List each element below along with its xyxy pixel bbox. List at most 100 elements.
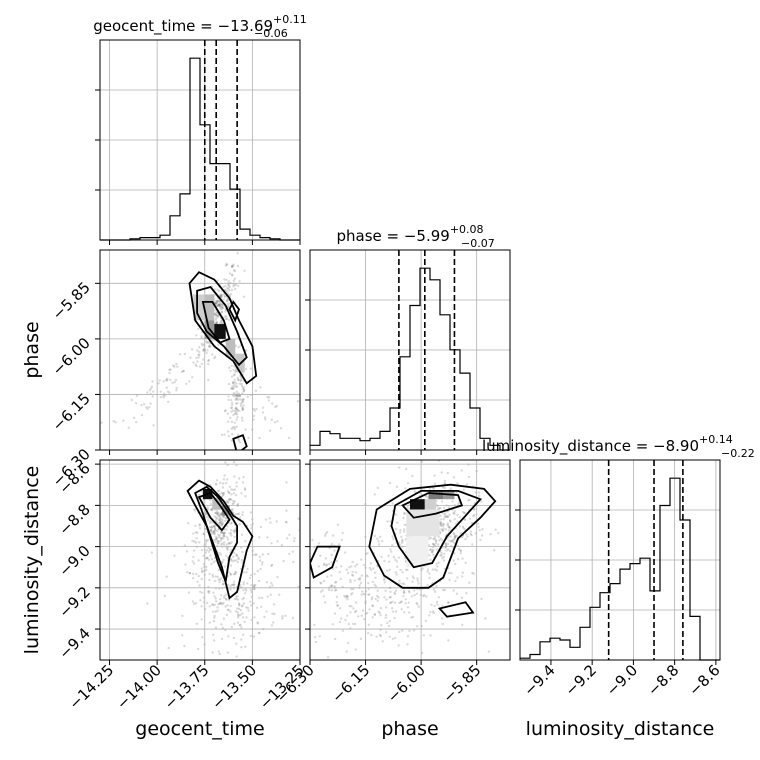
sample-point	[207, 378, 210, 382]
sample-point	[357, 615, 360, 618]
sample-point	[340, 538, 344, 542]
sample-point	[446, 548, 450, 551]
sample-point	[218, 534, 221, 537]
sample-point	[263, 416, 267, 419]
sample-point	[215, 314, 218, 318]
sample-point	[213, 526, 216, 529]
sample-point	[242, 475, 245, 479]
sample-point	[477, 491, 481, 494]
sample-point	[311, 538, 314, 542]
sample-point	[223, 594, 226, 598]
sample-point	[248, 576, 252, 580]
sample-point	[253, 572, 256, 576]
sample-point	[219, 303, 222, 306]
sample-point	[237, 613, 240, 616]
sample-point	[195, 537, 198, 540]
sample-point	[230, 401, 234, 404]
sample-point	[197, 493, 201, 497]
sample-point	[229, 558, 233, 562]
sample-point	[386, 621, 389, 625]
sample-point	[391, 600, 394, 603]
sample-point	[228, 485, 232, 488]
sample-point	[445, 514, 448, 517]
sample-point	[194, 531, 198, 534]
sample-point	[215, 512, 219, 515]
sample-point	[386, 569, 389, 572]
sample-point	[242, 398, 245, 401]
sample-point	[480, 534, 484, 537]
sample-point	[441, 556, 444, 560]
contour-layer	[186, 271, 497, 618]
sample-point	[240, 455, 242, 457]
sample-point	[433, 535, 437, 539]
sample-point	[378, 633, 382, 637]
sample-point	[433, 474, 436, 477]
sample-point	[244, 540, 247, 543]
sample-point	[146, 407, 149, 410]
y-tick-label: −9.4	[55, 624, 93, 662]
sample-point	[207, 591, 210, 594]
sample-point	[322, 563, 326, 567]
sample-point	[456, 558, 460, 561]
sample-point	[189, 356, 192, 359]
sample-point	[393, 616, 396, 620]
sample-point	[452, 589, 455, 592]
sample-point	[233, 488, 237, 491]
sample-point	[333, 637, 337, 641]
sample-point	[201, 344, 204, 347]
sample-point	[361, 609, 365, 612]
sample-point	[187, 591, 191, 594]
sample-point	[224, 597, 228, 601]
sample-point	[214, 529, 217, 532]
sample-point	[213, 595, 216, 598]
sample-point	[149, 387, 153, 390]
sample-point	[318, 580, 320, 582]
sample-point	[209, 499, 212, 502]
sample-point	[453, 552, 456, 555]
sample-point	[468, 581, 471, 584]
sample-point	[408, 611, 411, 614]
sample-point	[449, 487, 453, 490]
sample-point	[162, 394, 165, 397]
sample-point	[473, 508, 476, 511]
sample-point	[447, 529, 451, 532]
sample-point	[297, 517, 300, 520]
sample-point	[227, 280, 230, 283]
sample-point	[467, 499, 470, 502]
sample-point	[222, 285, 225, 289]
sample-point	[304, 560, 306, 562]
sample-point	[331, 623, 334, 626]
sample-point	[220, 623, 223, 626]
sample-point	[410, 595, 414, 598]
x-tick-label: −14.00	[113, 661, 165, 713]
sample-point	[258, 559, 262, 562]
sample-point	[196, 647, 200, 651]
sample-point	[243, 488, 247, 491]
title-luminosity-distance: luminosity_distance = −8.90+0.14	[482, 433, 733, 456]
sample-point	[236, 416, 239, 419]
sample-point	[221, 626, 225, 630]
sample-point	[416, 579, 419, 582]
sample-point	[462, 527, 465, 530]
sample-point	[303, 551, 305, 553]
sample-point	[344, 596, 347, 599]
sample-point	[406, 577, 409, 580]
sample-point	[280, 630, 282, 632]
sample-point	[227, 545, 230, 549]
sample-point	[231, 264, 234, 268]
contour-island	[437, 601, 475, 618]
sample-point	[460, 469, 463, 472]
sample-point	[487, 650, 491, 653]
sample-point	[350, 605, 353, 608]
sample-point	[446, 515, 449, 519]
sample-point	[168, 391, 171, 394]
sample-point	[205, 601, 209, 605]
sample-point	[406, 606, 410, 609]
sample-point	[473, 508, 476, 511]
sample-point	[200, 342, 203, 345]
density-cell	[221, 505, 230, 516]
sample-point	[443, 479, 447, 483]
sample-point	[246, 582, 249, 585]
sample-point	[431, 550, 434, 554]
sample-point	[223, 409, 227, 413]
